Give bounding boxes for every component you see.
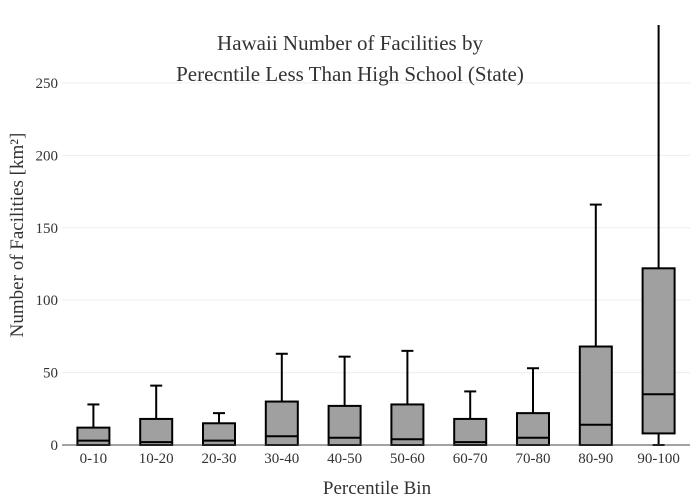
y-tick-label: 250 — [36, 76, 59, 92]
x-tick-label: 30-40 — [264, 451, 299, 467]
box-60-70 — [453, 390, 488, 446]
x-tick-label: 50-60 — [390, 451, 425, 467]
y-tick-label: 150 — [36, 221, 59, 237]
box-80-90 — [578, 203, 613, 446]
box-20-30 — [202, 412, 236, 446]
iqr-box — [453, 417, 488, 446]
iqr-box — [516, 412, 550, 447]
y-tick-label: 100 — [36, 293, 59, 309]
x-tick-label: 60-70 — [453, 451, 488, 467]
boxes — [76, 25, 676, 447]
box-90-100 — [641, 25, 676, 446]
y-tick-label: 50 — [43, 366, 58, 382]
iqr-box — [202, 422, 236, 446]
x-tick-label: 80-90 — [578, 451, 613, 467]
x-axis-title: Percentile Bin — [323, 478, 432, 499]
x-tick-label: 70-80 — [516, 451, 551, 467]
box-10-20 — [139, 384, 174, 446]
y-axis-title: Number of Facilities [km²] — [7, 133, 28, 338]
box-30-40 — [264, 352, 299, 447]
iqr-box — [578, 345, 613, 446]
y-tick-label: 0 — [51, 438, 59, 454]
iqr-box — [641, 267, 676, 435]
iqr-box — [76, 426, 111, 447]
x-tick-labels: 0-10 10-20 20-30 30-40 40-50 50-60 60-70 70-80 8… — [80, 451, 680, 467]
iqr-box — [139, 417, 174, 446]
chart-title-line-1: Hawaii Number of Facilities by — [217, 31, 483, 55]
x-tick-label: 10-20 — [139, 451, 174, 467]
x-tick-label: 0-10 — [80, 451, 108, 467]
iqr-box — [327, 404, 362, 446]
chart-title-line-2: Perecntile Less Than High School (State) — [176, 62, 524, 86]
x-tick-label: 20-30 — [202, 451, 237, 467]
x-tick-label: 40-50 — [327, 451, 362, 467]
iqr-box — [264, 400, 299, 447]
box-70-80 — [516, 367, 550, 447]
y-tick-label: 200 — [36, 148, 59, 164]
box-40-50 — [327, 355, 362, 446]
x-tick-label: 90-100 — [637, 451, 680, 467]
box-50-60 — [390, 349, 425, 446]
box-0-10 — [76, 403, 111, 447]
y-tick-labels: 0 50 100 150 200 250 — [36, 76, 59, 454]
